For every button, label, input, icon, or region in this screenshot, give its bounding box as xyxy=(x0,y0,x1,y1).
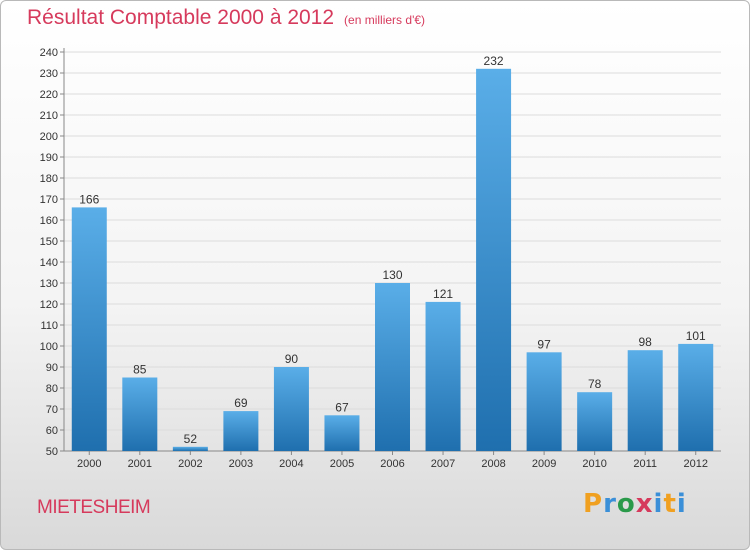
data-label-2001: 85 xyxy=(133,363,147,377)
x-tick-label: 2000 xyxy=(77,458,101,470)
y-tick-label: 140 xyxy=(40,257,58,269)
x-tick-label: 2005 xyxy=(330,458,354,470)
data-labels: 166 85 52 69 90 67 130 121 232 97 78 98 101 xyxy=(79,54,706,446)
title-text: Résultat Comptable 2000 à 2012 xyxy=(27,6,335,29)
bar-2004 xyxy=(273,367,309,451)
chart-title: Résultat Comptable 2000 à 2012 (en millie… xyxy=(27,6,425,30)
bars xyxy=(71,68,714,452)
bar-2000 xyxy=(71,207,107,451)
x-tick-label: 2001 xyxy=(128,458,152,470)
y-tick-label: 70 xyxy=(46,404,58,416)
data-label-2007: 121 xyxy=(433,287,453,301)
data-label-2004: 90 xyxy=(285,352,299,366)
y-tick-label: 60 xyxy=(46,425,58,437)
data-label-2002: 52 xyxy=(184,432,198,446)
bar-2008 xyxy=(476,68,512,452)
data-label-2009: 97 xyxy=(537,337,551,351)
bar-2003 xyxy=(223,411,259,451)
bar-2012 xyxy=(678,343,714,451)
data-label-2006: 130 xyxy=(382,268,402,282)
y-tick-label: 170 xyxy=(40,194,58,206)
x-tick-label: 2012 xyxy=(683,458,707,470)
bar-2001 xyxy=(122,377,158,451)
bar-2011 xyxy=(627,350,663,451)
proxiti-logo: Proxiti xyxy=(583,489,687,519)
commune-name: MIETESHEIM xyxy=(37,497,151,518)
x-tick-label: 2009 xyxy=(532,458,556,470)
bar-2010 xyxy=(577,392,613,451)
y-tick-labels: 50 60 70 80 90 100 110 120 130 140 150 160 170 180 190… xyxy=(40,47,58,458)
data-label-2000: 166 xyxy=(79,192,99,206)
bar-2007 xyxy=(425,301,461,451)
logo-letter: t xyxy=(663,489,677,519)
y-tick-label: 100 xyxy=(40,341,58,353)
x-tick-label: 2002 xyxy=(178,458,202,470)
x-tick-label: 2011 xyxy=(633,458,657,470)
bar-2005 xyxy=(324,415,360,451)
y-tick-label: 110 xyxy=(40,320,58,332)
x-tick-label: 2004 xyxy=(279,458,303,470)
data-label-2012: 101 xyxy=(686,329,706,343)
bar-2002 xyxy=(172,446,208,451)
y-tick-label: 210 xyxy=(40,110,58,122)
y-tick-label: 150 xyxy=(40,236,58,248)
bar-2006 xyxy=(375,283,410,451)
chart-subtitle: (en milliers d'€) xyxy=(344,13,426,27)
x-tick-label: 2010 xyxy=(582,458,606,470)
bar-2009 xyxy=(526,352,562,451)
logo-letter: P xyxy=(583,489,604,519)
x-tick-label: 2006 xyxy=(380,458,404,470)
y-tick-label: 80 xyxy=(46,383,58,395)
x-tick-labels: 2000 2001 2002 2003 2004 2005 2006 2007 2008 2009… xyxy=(77,458,708,470)
data-label-2008: 232 xyxy=(484,54,504,68)
y-tick-label: 120 xyxy=(40,299,58,311)
data-label-2011: 98 xyxy=(639,335,653,349)
y-tick-label: 190 xyxy=(40,152,58,164)
x-tick-label: 2008 xyxy=(481,458,505,470)
y-tick-label: 130 xyxy=(40,278,58,290)
logo-letter: i xyxy=(653,489,664,519)
y-tick-label: 90 xyxy=(46,362,58,374)
data-label-2010: 78 xyxy=(588,377,602,391)
y-tick-label: 240 xyxy=(40,47,58,59)
y-tick-label: 230 xyxy=(40,68,58,80)
logo-letter: x xyxy=(635,489,654,519)
y-tick-label: 220 xyxy=(40,89,58,101)
logo-letter: o xyxy=(616,489,636,519)
data-label-2003: 69 xyxy=(234,396,248,410)
y-tick-label: 180 xyxy=(40,173,58,185)
x-tick-label: 2003 xyxy=(229,458,253,470)
y-tick-label: 200 xyxy=(40,131,58,143)
data-label-2005: 67 xyxy=(335,400,349,414)
logo-letter: i xyxy=(676,489,687,519)
logo-letter: r xyxy=(603,489,617,519)
y-tick-label: 160 xyxy=(40,215,58,227)
x-tick-label: 2007 xyxy=(431,458,455,470)
y-tick-label: 50 xyxy=(46,446,58,458)
